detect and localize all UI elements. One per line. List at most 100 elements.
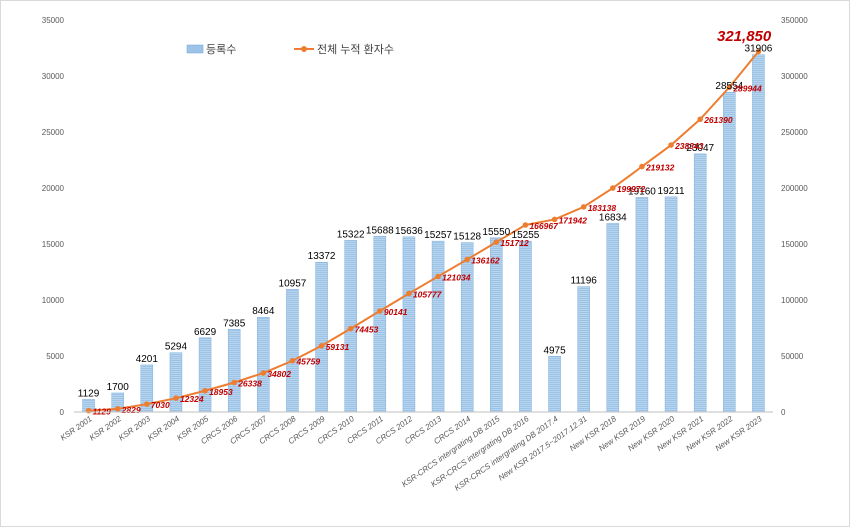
line-point — [726, 84, 733, 91]
bar-value-label: 11196 — [571, 276, 598, 287]
bar-value-label: 19211 — [658, 186, 686, 197]
line-value-label: 183138 — [588, 203, 617, 213]
line-value-label: 45759 — [295, 357, 320, 367]
line-value-label: 261390 — [703, 115, 733, 125]
bar-value-label: 4201 — [136, 354, 159, 365]
line-point — [318, 342, 325, 349]
y-left-axis: 0 5000 10000 15000 20000 25000 30000 35000 — [42, 16, 65, 417]
bar — [257, 316, 270, 413]
y-left-tick-label: 35000 — [42, 16, 65, 25]
bar-labels: 1129170042015294662973858464109571337215… — [78, 44, 773, 400]
line-value-label: 238343 — [674, 141, 704, 151]
y-right-tick-label: 150000 — [781, 240, 808, 249]
y-right-axis: 0 50000 100000 150000 200000 250000 300000 3500… — [781, 16, 808, 417]
cumulative-line — [88, 50, 760, 412]
bar-value-label: 1700 — [107, 382, 130, 393]
bar — [548, 356, 561, 413]
line-point — [610, 185, 616, 191]
bar — [227, 329, 241, 413]
y-right-tick-label: 300000 — [781, 72, 808, 81]
bar-value-label: 16834 — [599, 212, 627, 223]
line-point — [522, 222, 529, 228]
y-left-tick-label: 30000 — [42, 72, 65, 81]
bar-value-label: 5294 — [165, 342, 188, 353]
line-point — [697, 116, 703, 123]
bar — [577, 286, 590, 413]
line-point — [406, 290, 412, 297]
bar — [286, 289, 299, 413]
line-value-label: 199972 — [617, 184, 646, 194]
legend-bar-label: 등록수 — [206, 43, 236, 56]
bar-value-label: 10957 — [279, 278, 307, 289]
final-total-annotation: 321,850 — [717, 28, 772, 45]
bar-value-label: 28554 — [715, 81, 743, 92]
y-left-tick-label: 10000 — [42, 296, 65, 305]
line-point — [173, 395, 179, 401]
line-point — [551, 216, 558, 223]
line-value-label: 12324 — [180, 394, 204, 404]
line-point — [755, 48, 762, 55]
bar — [460, 242, 474, 413]
legend-line-marker — [301, 46, 307, 52]
bar-value-label: 23047 — [686, 143, 714, 154]
line-point — [260, 370, 267, 376]
bar-value-label: 1129 — [78, 388, 100, 399]
bar-value-label: 6629 — [194, 327, 217, 338]
line-point — [464, 256, 470, 263]
bar — [606, 223, 620, 413]
line-value-label: 121034 — [442, 272, 471, 282]
bar-value-label: 8464 — [252, 306, 275, 317]
y-left-tick-label: 20000 — [42, 184, 65, 193]
bar-value-label: 15550 — [482, 227, 510, 238]
y-left-tick-label: 5000 — [46, 352, 64, 361]
bar — [519, 240, 532, 413]
bar-value-label: 15128 — [453, 232, 481, 243]
y-right-tick-label: 250000 — [781, 128, 808, 137]
bar — [723, 91, 736, 413]
bar — [664, 196, 678, 413]
line-value-label: 34802 — [267, 369, 291, 379]
line-point — [289, 357, 296, 364]
line-point — [435, 273, 441, 280]
line-value-label: 171942 — [559, 215, 588, 225]
line-point — [202, 387, 208, 394]
y-left-tick-label: 0 — [60, 408, 65, 417]
bar-value-label: 31906 — [745, 44, 773, 55]
bar — [431, 240, 445, 413]
bar — [402, 236, 416, 413]
bar-series — [82, 54, 765, 413]
bar — [752, 54, 765, 413]
line-value-label: 59131 — [326, 342, 350, 352]
line-value-label: 151712 — [500, 238, 529, 248]
line-point — [377, 308, 383, 314]
line-point — [114, 406, 121, 412]
legend-line-label: 전체 누적 환자수 — [317, 43, 394, 56]
line-value-label: 289944 — [732, 83, 762, 93]
line-point — [231, 379, 237, 386]
bar-value-label: 4975 — [543, 345, 566, 356]
bar — [635, 197, 649, 413]
line-labels: 1129 2829 70301232418953263383480245759591… — [93, 83, 762, 416]
line-point — [144, 401, 150, 407]
bar-value-label: 15636 — [395, 226, 423, 237]
y-right-tick-label: 0 — [781, 408, 786, 417]
line-value-label: 2829 — [121, 405, 141, 415]
category-label: KSR 2001 — [59, 414, 94, 442]
y-right-tick-label: 350000 — [781, 16, 808, 25]
line-point — [493, 239, 500, 245]
bar-value-label: 7385 — [223, 318, 246, 329]
y-right-tick-label: 50000 — [781, 352, 804, 361]
line-value-label: 219132 — [645, 163, 675, 173]
y-left-tick-label: 25000 — [42, 128, 65, 137]
line-point — [85, 407, 92, 414]
line-point — [580, 204, 587, 210]
bar — [315, 261, 328, 413]
y-left-tick-label: 15000 — [42, 240, 65, 249]
line-value-label: 166967 — [529, 221, 559, 231]
bar-value-label: 15257 — [424, 230, 452, 241]
line-value-label: 90141 — [384, 307, 408, 317]
legend: 등록수 전체 누적 환자수 — [186, 43, 394, 56]
